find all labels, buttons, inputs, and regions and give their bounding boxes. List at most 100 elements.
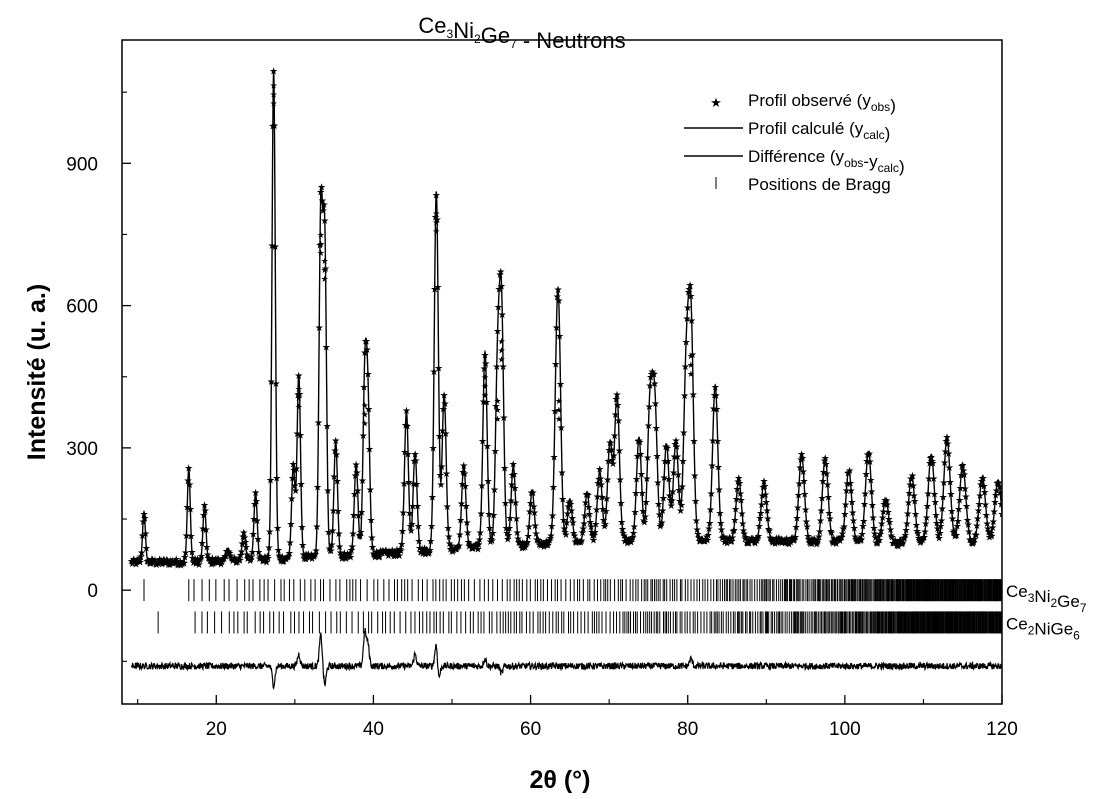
observed-point: ★: [310, 551, 319, 562]
observed-point: ★: [671, 440, 680, 451]
observed-point: ★: [674, 470, 683, 481]
observed-point: ★: [583, 489, 592, 500]
observed-point: ★: [904, 498, 913, 509]
observed-point: ★: [771, 535, 780, 546]
observed-point: ★: [149, 558, 158, 569]
phase-label: Ce2NiGe6: [1006, 614, 1080, 642]
observed-point: ★: [626, 536, 635, 547]
observed-point: ★: [381, 547, 390, 558]
observed-point: ★: [583, 491, 592, 502]
observed-point: ★: [317, 239, 325, 249]
observed-point: ★: [774, 533, 783, 544]
observed-point: ★: [534, 536, 543, 547]
observed-point: ★: [587, 522, 596, 533]
observed-point: ★: [557, 423, 566, 434]
observed-point: ★: [640, 517, 649, 528]
observed-point: ★: [685, 285, 694, 296]
observed-point: ★: [730, 525, 739, 536]
observed-point: ★: [524, 531, 533, 542]
observed-point: ★: [794, 491, 803, 502]
observed-point: ★: [171, 558, 180, 569]
observed-point: ★: [150, 558, 159, 569]
observed-point: ★: [992, 486, 1001, 497]
observed-point: ★: [974, 506, 983, 517]
observed-point: ★: [253, 516, 262, 527]
observed-point: ★: [594, 479, 603, 490]
observed-point: ★: [526, 499, 535, 510]
observed-point: ★: [913, 526, 922, 537]
observed-point: ★: [936, 522, 945, 533]
observed-point: ★: [163, 556, 172, 567]
observed-point: ★: [766, 533, 775, 544]
observed-point: ★: [491, 447, 500, 458]
observed-point: ★: [430, 284, 439, 295]
observed-point: ★: [713, 436, 722, 447]
observed-point: ★: [244, 553, 253, 564]
observed-point: ★: [816, 516, 825, 527]
observed-point: ★: [813, 538, 822, 549]
observed-point: ★: [361, 419, 369, 429]
observed-point: ★: [136, 552, 145, 563]
observed-point: ★: [368, 543, 377, 554]
observed-point: ★: [480, 364, 489, 375]
observed-point: ★: [403, 422, 412, 433]
observed-point: ★: [302, 550, 311, 561]
observed-point: ★: [502, 523, 511, 534]
observed-point: ★: [847, 498, 856, 509]
observed-point: ★: [294, 371, 303, 382]
observed-point: ★: [910, 497, 919, 508]
observed-point: ★: [284, 551, 293, 562]
observed-point: ★: [459, 461, 468, 472]
observed-point: ★: [930, 490, 939, 501]
observed-point: ★: [341, 554, 350, 565]
observed-point: ★: [553, 292, 562, 303]
observed-point: ★: [758, 491, 767, 502]
observed-point: ★: [503, 535, 512, 546]
observed-point: ★: [697, 534, 706, 545]
observed-point: ★: [312, 522, 321, 533]
observed-point: ★: [264, 554, 273, 565]
observed-point: ★: [385, 547, 394, 558]
observed-point: ★: [336, 548, 345, 559]
observed-point: ★: [749, 534, 758, 545]
observed-point: ★: [983, 519, 992, 530]
observed-point: ★: [903, 509, 912, 520]
observed-point: ★: [773, 538, 782, 549]
observed-point: ★: [970, 534, 979, 545]
observed-point: ★: [902, 525, 911, 536]
observed-point: ★: [355, 531, 364, 542]
observed-point: ★: [772, 533, 781, 544]
observed-point: ★: [678, 482, 687, 493]
observed-point: ★: [321, 265, 329, 275]
observed-point: ★: [798, 453, 807, 464]
observed-point: ★: [860, 500, 869, 511]
observed-point: ★: [168, 556, 177, 567]
observed-point: ★: [644, 421, 653, 432]
observed-point: ★: [295, 390, 304, 401]
observed-point: ★: [680, 391, 689, 402]
observed-point: ★: [267, 377, 276, 388]
observed-point: ★: [297, 479, 306, 490]
observed-point: ★: [460, 469, 469, 480]
observed-point: ★: [407, 519, 416, 530]
observed-point: ★: [345, 550, 354, 561]
observed-point: ★: [402, 406, 411, 417]
observed-point: ★: [286, 538, 295, 549]
observed-point: ★: [602, 494, 611, 505]
observed-point: ★: [547, 521, 556, 532]
observed-point: ★: [996, 488, 1005, 499]
observed-point: ★: [877, 519, 886, 530]
observed-point: ★: [431, 212, 440, 223]
observed-point: ★: [444, 523, 453, 534]
observed-point: ★: [707, 489, 716, 500]
observed-point: ★: [727, 537, 736, 548]
observed-point: ★: [814, 535, 823, 546]
observed-point: ★: [899, 538, 908, 549]
observed-point: ★: [925, 459, 934, 470]
observed-point: ★: [774, 536, 783, 547]
observed-point: ★: [182, 531, 191, 542]
observed-point: ★: [437, 462, 446, 473]
observed-point: ★: [913, 529, 922, 540]
observed-point: ★: [976, 480, 985, 491]
observed-point: ★: [198, 539, 207, 550]
